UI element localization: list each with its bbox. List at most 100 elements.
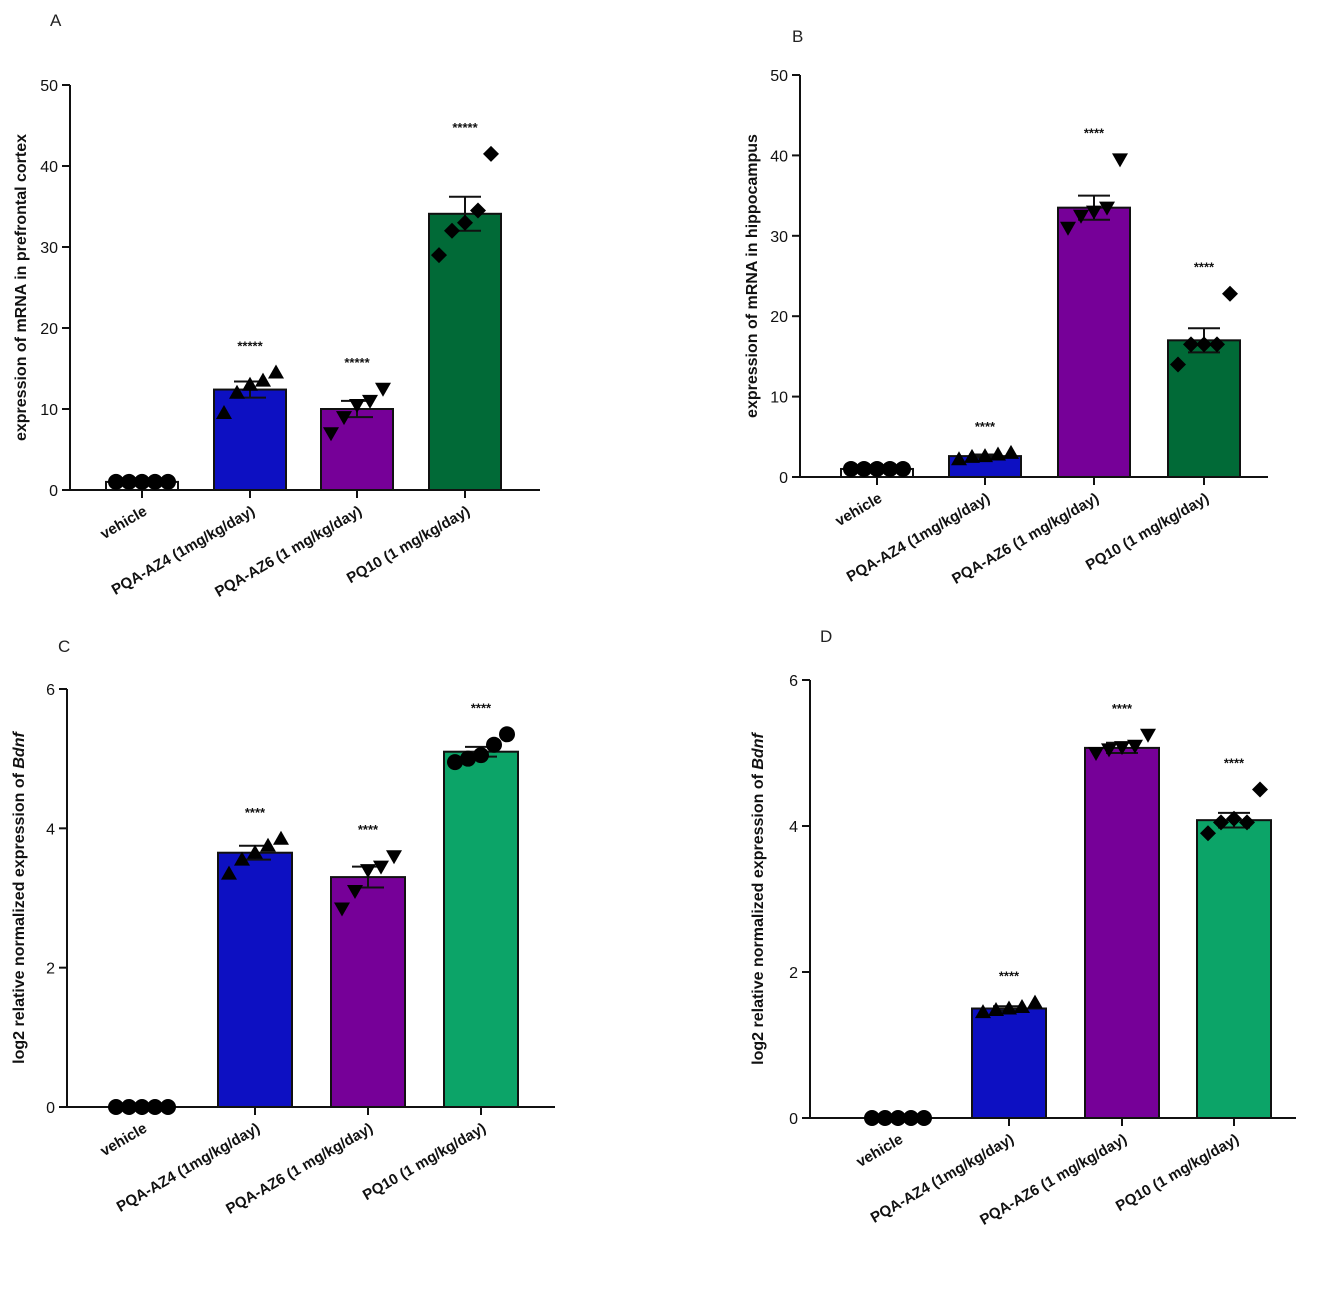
significance-label: **** bbox=[245, 805, 266, 820]
data-point bbox=[160, 1099, 176, 1115]
data-point bbox=[460, 750, 476, 767]
data-point bbox=[1112, 153, 1128, 168]
bar-3 bbox=[320, 408, 394, 491]
data-point bbox=[273, 830, 289, 845]
y-tick-label: 0 bbox=[49, 483, 58, 500]
y-tick-label: 6 bbox=[46, 682, 55, 699]
y-tick-label: 30 bbox=[40, 240, 58, 257]
data-point bbox=[856, 460, 872, 477]
panel-b: B 0 10 20 30 40 50 expression of mRNA in hippoc… bbox=[744, 27, 1268, 588]
data-point bbox=[895, 460, 911, 477]
bar-2 bbox=[213, 388, 287, 491]
data-point bbox=[975, 1004, 991, 1019]
panel-letter: C bbox=[58, 637, 70, 656]
panel-letter: A bbox=[50, 11, 62, 30]
data-point bbox=[1099, 201, 1115, 216]
y-tick-label: 0 bbox=[46, 1100, 55, 1117]
data-point bbox=[1140, 728, 1156, 743]
y-axis-label-text: log2 relative normalized expression of bbox=[11, 769, 28, 1064]
data-point bbox=[147, 1099, 163, 1115]
y-axis-label-gene: Bdnf bbox=[11, 731, 28, 769]
data-point bbox=[1226, 810, 1242, 827]
y-tick-label: 30 bbox=[770, 229, 788, 246]
y-tick-label: 0 bbox=[789, 1111, 798, 1128]
significance-label: ***** bbox=[237, 339, 263, 354]
x-category-label: vehicle bbox=[853, 1131, 906, 1171]
data-point bbox=[1200, 825, 1216, 842]
data-point bbox=[903, 1110, 919, 1126]
significance-label: **** bbox=[999, 969, 1020, 984]
data-point bbox=[1252, 781, 1268, 798]
y-axis-label: expression of mRNA in hippocampus bbox=[744, 134, 761, 418]
data-point bbox=[108, 473, 124, 490]
data-point bbox=[951, 451, 967, 466]
data-point bbox=[229, 384, 245, 399]
data-point bbox=[1222, 285, 1238, 302]
y-tick-label: 2 bbox=[46, 961, 55, 978]
data-point bbox=[882, 460, 898, 477]
x-category-label: vehicle bbox=[832, 490, 885, 530]
data-point bbox=[260, 837, 276, 852]
data-point bbox=[347, 885, 363, 900]
data-point bbox=[134, 1099, 150, 1115]
significance-label: **** bbox=[1194, 260, 1215, 275]
data-point bbox=[247, 844, 263, 859]
data-point bbox=[1196, 336, 1212, 353]
y-tick-label: 40 bbox=[770, 148, 788, 165]
data-point bbox=[1170, 356, 1186, 373]
panel-a: A 0 10 20 30 40 50 expression of mRNA in prefro… bbox=[13, 11, 540, 601]
data-point bbox=[1101, 743, 1117, 758]
data-point bbox=[869, 460, 885, 477]
data-point bbox=[1183, 336, 1199, 353]
significance-label: **** bbox=[358, 822, 379, 837]
x-category-label: PQ10 (1 mg/kg/day) bbox=[360, 1120, 489, 1204]
data-point bbox=[1001, 1000, 1017, 1015]
data-point bbox=[486, 736, 502, 753]
data-point bbox=[323, 427, 339, 442]
bar-3 bbox=[330, 876, 406, 1108]
y-tick-label: 40 bbox=[40, 159, 58, 176]
y-axis-label-text: expression of mRNA in hippocampus bbox=[744, 134, 761, 418]
y-tick-label: 10 bbox=[770, 390, 788, 407]
data-point bbox=[499, 726, 515, 743]
data-point bbox=[1239, 814, 1255, 831]
data-point bbox=[877, 1110, 893, 1126]
x-category-label: PQ10 (1 mg/kg/day) bbox=[1083, 490, 1212, 574]
y-tick-label: 4 bbox=[46, 821, 55, 838]
data-point bbox=[221, 865, 237, 880]
data-point bbox=[470, 202, 486, 219]
significance-label: **** bbox=[471, 700, 492, 715]
data-point bbox=[160, 473, 176, 490]
bar-2 bbox=[217, 851, 293, 1109]
data-point bbox=[916, 1110, 932, 1126]
panel-letter: D bbox=[820, 627, 832, 646]
data-point bbox=[375, 382, 391, 397]
data-point bbox=[108, 1099, 124, 1115]
data-point bbox=[362, 394, 378, 409]
panel-d: D 0 2 4 6 log2 relative normalized expression… bbox=[750, 627, 1296, 1229]
data-point bbox=[1114, 741, 1130, 756]
y-tick-label: 10 bbox=[40, 402, 58, 419]
panel-c: C 0 2 4 6 log2 relative normalized expression… bbox=[11, 637, 555, 1218]
data-point bbox=[447, 754, 463, 771]
data-point bbox=[216, 405, 232, 420]
data-point bbox=[1088, 747, 1104, 761]
data-point bbox=[242, 376, 258, 391]
data-point bbox=[977, 448, 993, 463]
data-point bbox=[336, 411, 352, 426]
y-tick-label: 50 bbox=[40, 78, 58, 95]
significance-label: ***** bbox=[344, 355, 370, 370]
y-tick-label: 20 bbox=[770, 309, 788, 326]
data-point bbox=[1060, 221, 1076, 236]
data-point bbox=[268, 364, 284, 379]
panel-letter: B bbox=[792, 27, 803, 46]
y-axis-label-gene: Bdnf bbox=[750, 732, 767, 770]
data-point bbox=[1127, 739, 1143, 754]
y-axis-label-text: log2 relative normalized expression of bbox=[750, 770, 767, 1065]
data-point bbox=[1014, 999, 1030, 1014]
significance-label: ***** bbox=[452, 120, 478, 135]
data-point bbox=[334, 902, 350, 917]
data-point bbox=[147, 473, 163, 490]
bar-2 bbox=[971, 1007, 1047, 1119]
